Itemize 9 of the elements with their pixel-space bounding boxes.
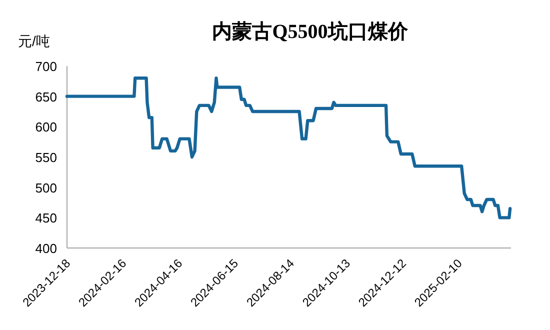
title: 内蒙古Q5500坑口煤价 <box>212 21 408 43</box>
ylabel: 元/吨 <box>18 33 50 49</box>
ytick: 450 <box>35 210 57 226</box>
ytick: 500 <box>35 180 57 196</box>
ytick: 650 <box>35 89 57 104</box>
ytick: 700 <box>35 59 57 74</box>
ytick: 600 <box>35 120 57 135</box>
ytick: 550 <box>35 150 57 165</box>
ytick: 400 <box>35 241 57 256</box>
